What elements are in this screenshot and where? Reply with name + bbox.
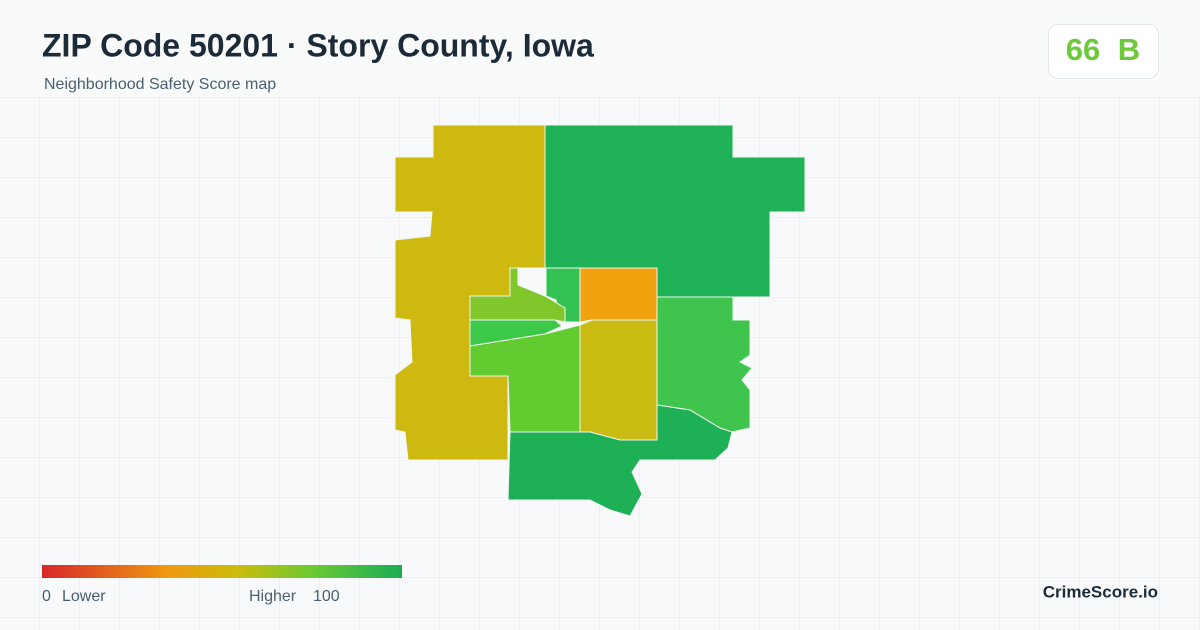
legend-max: 100 [313,588,340,605]
legend-ramp [42,565,402,578]
score-value: 66 [1066,32,1100,67]
brand: CrimeScore.io [1043,582,1158,601]
legend-max-label: Higher [249,588,297,605]
title: ZIP Code 50201 · Story County, Iowa [42,27,594,63]
region [469,319,563,347]
score-box [1048,24,1159,79]
region [579,319,658,441]
legend-min: 0 [42,588,51,605]
header-bg [0,0,1200,96]
score-grade: B [1118,32,1140,67]
zip-regions [394,124,806,517]
region [507,404,733,517]
subtitle: Neighborhood Safety Score map [44,76,276,93]
region [579,267,658,323]
legend-min-label: Lower [62,588,106,605]
